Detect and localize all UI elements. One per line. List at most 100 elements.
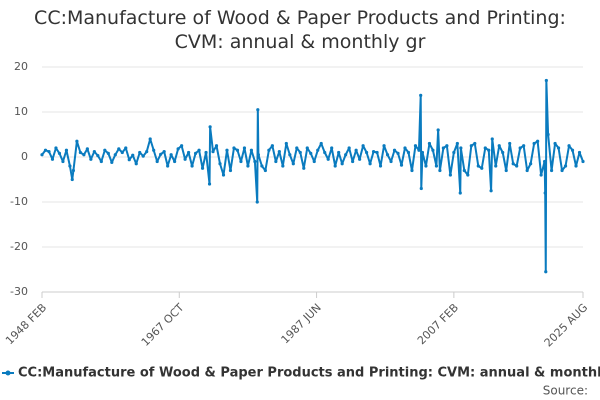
point: [82, 153, 86, 157]
point: [197, 148, 201, 152]
point: [190, 164, 194, 168]
point: [368, 162, 372, 166]
x-tick-label: 1948 FEB: [3, 301, 49, 347]
point: [419, 93, 423, 97]
point: [193, 151, 198, 155]
y-tick-label: 10: [14, 105, 28, 118]
point: [298, 150, 302, 155]
point: [553, 141, 557, 146]
point: [211, 150, 215, 154]
x-tick-label: 2025 AUG: [542, 301, 591, 350]
point: [246, 164, 250, 168]
point: [302, 166, 306, 170]
point: [57, 151, 62, 155]
point: [361, 144, 365, 148]
point: [459, 146, 463, 150]
point: [560, 168, 564, 173]
point: [544, 78, 548, 83]
point: [543, 191, 547, 195]
point: [173, 159, 177, 164]
point: [225, 148, 229, 152]
point: [326, 157, 330, 161]
point: [529, 162, 533, 166]
point: [138, 150, 142, 155]
point: [319, 141, 323, 146]
point: [452, 150, 456, 155]
point: [518, 146, 522, 150]
point: [532, 141, 536, 146]
point: [183, 157, 187, 161]
point: [455, 141, 459, 146]
point: [458, 191, 462, 195]
point: [489, 189, 493, 193]
point: [549, 168, 554, 173]
point: [281, 164, 285, 168]
point: [124, 146, 128, 150]
point: [204, 150, 208, 155]
point: [577, 150, 582, 155]
point: [389, 159, 393, 164]
point: [427, 141, 432, 146]
point: [103, 148, 107, 152]
point: [253, 159, 257, 164]
point: [399, 163, 404, 167]
point: [47, 150, 51, 154]
point: [497, 144, 501, 148]
point: [162, 150, 166, 154]
point: [525, 168, 529, 173]
point: [200, 166, 205, 170]
point: [567, 144, 571, 148]
point: [392, 148, 397, 152]
point: [249, 148, 254, 152]
y-tick-label: -20: [10, 240, 28, 253]
point: [536, 139, 540, 143]
point: [522, 144, 526, 148]
point: [106, 151, 110, 155]
point: [239, 159, 243, 164]
point: [255, 200, 259, 204]
point: [117, 147, 121, 151]
point: [378, 164, 383, 168]
series-line: [41, 79, 584, 273]
y-tick-label: 0: [21, 150, 28, 163]
point: [323, 150, 327, 155]
point: [61, 159, 65, 164]
point: [218, 162, 222, 166]
point: [476, 164, 480, 168]
x-tick-label: 2007 FEB: [415, 301, 461, 347]
point: [284, 141, 288, 146]
point: [54, 146, 58, 150]
point: [480, 166, 484, 170]
point: [89, 157, 93, 161]
point: [68, 164, 72, 168]
point: [436, 128, 440, 132]
point: [543, 159, 547, 164]
point: [312, 159, 316, 164]
point: [434, 164, 439, 168]
point: [316, 148, 320, 152]
point: [501, 150, 505, 155]
point: [141, 154, 145, 158]
point: [371, 150, 376, 154]
point: [504, 168, 508, 173]
point: [403, 146, 407, 150]
point: [441, 146, 445, 150]
point: [419, 186, 423, 191]
point: [50, 157, 55, 161]
point: [235, 148, 240, 152]
point: [448, 173, 452, 177]
point: [70, 177, 74, 182]
point: [556, 146, 561, 150]
point: [134, 162, 138, 166]
point: [40, 153, 44, 157]
point: [155, 159, 159, 164]
point: [267, 148, 271, 152]
point: [277, 150, 281, 154]
point: [214, 144, 219, 148]
point: [420, 150, 425, 155]
point: [375, 150, 379, 155]
point: [270, 144, 274, 148]
point: [351, 159, 355, 164]
point: [431, 148, 435, 152]
point: [75, 139, 79, 143]
